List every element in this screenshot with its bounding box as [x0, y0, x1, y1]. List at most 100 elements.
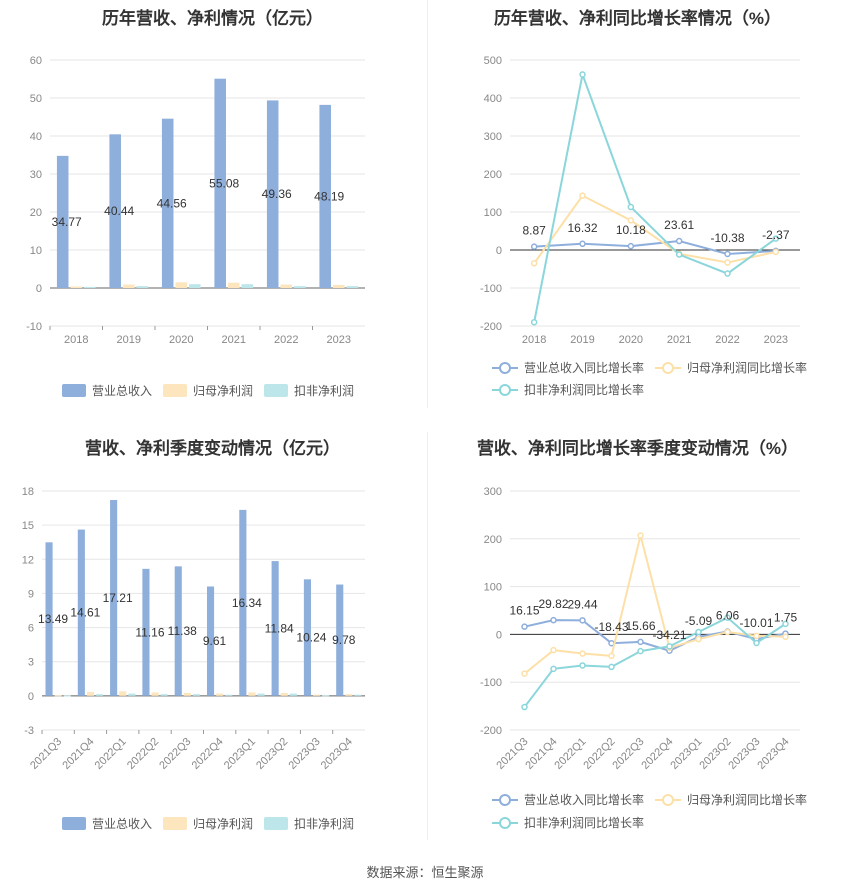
y-tick-label: 0 — [36, 283, 42, 295]
x-tick-label: 2023 — [764, 334, 788, 346]
chart-svg: -200 -100 0 100 200 300 400 500 2018 2019 2020 2021… — [480, 55, 807, 397]
y-tick-label: -10 — [26, 321, 42, 333]
legend-marker — [499, 384, 511, 396]
data-point — [637, 532, 644, 539]
chart-svg: -303691215182021Q32021Q42022Q12022Q22022… — [22, 486, 365, 831]
data-point — [579, 71, 586, 78]
data-label: 11.84 — [265, 621, 294, 635]
data-point — [608, 652, 615, 660]
bar — [266, 100, 279, 288]
bar — [128, 693, 136, 696]
bar — [294, 286, 306, 288]
bar — [303, 579, 311, 696]
data-point — [782, 633, 789, 641]
x-tick-label: 2023Q1 — [222, 736, 258, 772]
data-point — [753, 632, 760, 640]
y-tick-label: 300 — [484, 486, 502, 498]
bar — [346, 286, 359, 288]
bar — [227, 282, 240, 288]
data-point — [530, 243, 538, 250]
y-tick-label: 200 — [484, 534, 502, 546]
panel-divider — [427, 432, 428, 840]
legend-swatch — [62, 817, 86, 830]
data-point — [724, 259, 731, 266]
bar — [216, 693, 224, 696]
data-point — [579, 240, 586, 248]
chart-title: 营收、净利季度变动情况（亿元） — [85, 439, 340, 458]
bar — [70, 286, 83, 288]
y-tick-label: 10 — [30, 245, 42, 257]
data-label: 14.61 — [70, 606, 100, 620]
x-tick-label: 2018 — [64, 334, 88, 346]
bar — [142, 568, 150, 696]
y-tick-label: 15 — [22, 520, 34, 532]
legend-label: 扣非净利润 — [294, 384, 354, 398]
data-label: 55.08 — [209, 176, 239, 190]
legend-label: 归母净利润 — [193, 817, 253, 831]
data-source: 数据来源：恒生聚源 — [366, 865, 484, 880]
data-label: 17.21 — [103, 591, 133, 605]
x-tick-label: 2021Q4 — [60, 736, 96, 772]
bar — [319, 104, 331, 289]
data-point — [579, 650, 586, 657]
legend-marker — [662, 362, 674, 374]
data-point — [666, 643, 673, 650]
bar — [214, 78, 226, 288]
x-tick-label: 2022Q4 — [190, 736, 226, 772]
data-point — [627, 242, 635, 250]
data-point — [579, 617, 586, 624]
data-label: 10.24 — [296, 631, 326, 645]
y-tick-label: -200 — [480, 725, 502, 737]
x-tick-label: 2022Q1 — [93, 736, 129, 772]
y-tick-label: 100 — [484, 207, 502, 219]
data-label: 16.15 — [509, 604, 539, 618]
data-label: 44.56 — [157, 196, 187, 210]
legend-swatch — [264, 384, 288, 397]
data-point — [675, 237, 683, 245]
data-label: 11.38 — [168, 624, 197, 638]
chart-title: 营收、净利同比增长率季度变动情况（%） — [476, 439, 799, 458]
legend-swatch — [62, 384, 86, 397]
data-point — [724, 250, 731, 258]
bar — [322, 695, 330, 697]
bar — [96, 694, 104, 696]
data-point — [724, 614, 731, 621]
data-point — [772, 248, 780, 256]
x-tick-label: 2021 — [222, 334, 246, 346]
bar — [241, 284, 254, 288]
bar — [174, 566, 182, 696]
bar — [119, 691, 127, 696]
bar — [136, 286, 149, 288]
bar — [84, 286, 96, 288]
bar — [280, 284, 293, 288]
bar — [345, 694, 353, 696]
x-tick-label: 2023 — [327, 334, 351, 346]
series-line — [534, 240, 776, 255]
bar — [257, 693, 265, 696]
data-point — [521, 623, 528, 630]
series-line — [533, 70, 777, 323]
bar — [189, 284, 201, 288]
y-tick-label: 30 — [30, 169, 42, 181]
bar — [271, 561, 279, 696]
data-label: 29.44 — [567, 597, 597, 611]
y-tick-label: -100 — [480, 677, 502, 689]
bar — [45, 542, 53, 696]
series-line — [524, 619, 786, 652]
y-tick-label: 300 — [484, 131, 502, 143]
data-label: -18.43 — [594, 620, 628, 634]
y-tick-label: -3 — [24, 725, 34, 737]
data-point — [579, 192, 586, 199]
y-tick-label: 200 — [484, 169, 502, 181]
bar — [151, 692, 159, 696]
x-tick-label: 2020 — [619, 334, 643, 346]
x-tick-label: 2019 — [117, 334, 141, 346]
bar — [289, 693, 297, 696]
bar — [248, 692, 256, 696]
chart-quarterly-growth: 营收、净利同比增长率季度变动情况（%） -200 -100 0 100 200 300 20… — [425, 430, 850, 860]
data-label: 40.44 — [104, 204, 134, 218]
chart-quarterly-revenue-profit: 营收、净利季度变动情况（亿元） -3 0 3 6 9 12 15 18 2021Q3 2021Q4… — [0, 430, 425, 860]
bar — [161, 118, 174, 288]
legend-label: 归母净利润同比增长率 — [687, 360, 807, 375]
y-tick-label: 20 — [30, 207, 42, 219]
